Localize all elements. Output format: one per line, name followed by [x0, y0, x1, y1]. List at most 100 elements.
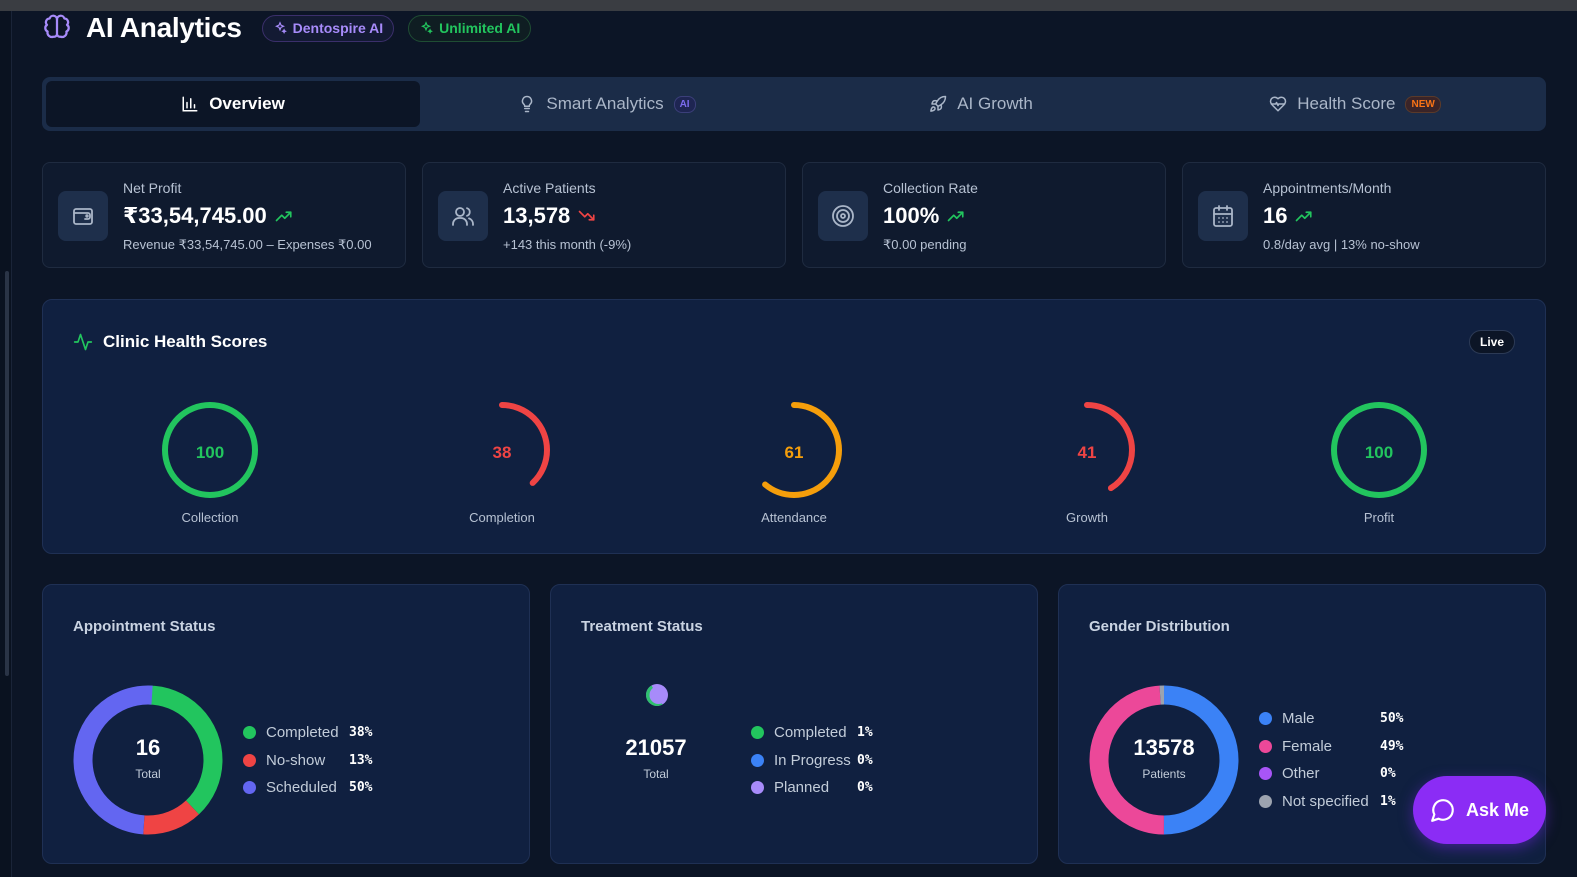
- tab-ai-growth[interactable]: AI Growth: [794, 81, 1168, 127]
- legend-value: 50%: [349, 780, 373, 796]
- gauge-value: 100: [195, 443, 225, 462]
- trend-up-icon: [947, 211, 964, 222]
- donut-caption: Total: [135, 767, 161, 781]
- treatment-status-panel: Treatment Status 21057 Total Completed 1%…: [550, 584, 1038, 864]
- rocket-icon: [930, 95, 947, 112]
- legend-dot: [243, 726, 256, 740]
- trend-down-icon: [578, 210, 595, 221]
- legend-label: Not specified: [1282, 792, 1369, 810]
- kpi-subtext: 0.8/day avg | 13% no-show: [1263, 237, 1420, 252]
- tab-bar: Overview Smart Analytics AI AI Growth He…: [42, 77, 1546, 131]
- legend-label: Male: [1282, 710, 1315, 728]
- kpi-card-appointments-month: Appointments/Month 16 0.8/day avg | 13% …: [1182, 162, 1546, 268]
- ask-me-label: Ask Me: [1465, 799, 1530, 820]
- kpi-label: Active Patients: [503, 180, 596, 196]
- gauge-label: Growth: [1066, 510, 1108, 525]
- panel-title: Gender Distribution: [1089, 618, 1230, 635]
- gauge-arc: [1331, 402, 1427, 498]
- legend-label: Female: [1282, 737, 1333, 755]
- tab-label: Smart Analytics: [546, 94, 664, 113]
- gender-donut: [1089, 685, 1239, 835]
- legend-label: Scheduled: [266, 779, 337, 797]
- kpi-subtext: Revenue ₹33,54,745.00 – Expenses ₹0.00: [123, 237, 372, 252]
- donut-center: 13578 Patients: [1089, 735, 1239, 781]
- gauge-collection: 100 Collection: [150, 400, 270, 530]
- legend-value: 1%: [857, 725, 873, 741]
- legend-dot: [751, 753, 764, 767]
- donut-total: 21057: [625, 735, 687, 760]
- unlimited-ai-label: Unlimited AI: [439, 20, 521, 36]
- lightbulb-icon: [522, 95, 533, 113]
- gauge-arc: [1039, 402, 1135, 498]
- gauge-attendance: 61 Attendance: [734, 400, 854, 530]
- legend: Completed 38% No-show 13% Scheduled 50%: [243, 719, 372, 802]
- tab-health-score[interactable]: Health Score NEW: [1168, 81, 1542, 127]
- gauge-growth: 41 Growth: [1027, 400, 1147, 530]
- legend-label: Other: [1282, 765, 1320, 783]
- tab-label: Overview: [209, 94, 285, 113]
- legend-item: No-show 13%: [243, 747, 372, 775]
- page-title: AI Analytics: [86, 12, 242, 43]
- legend: Completed 1% In Progress 0% Planned 0%: [751, 719, 873, 802]
- kpi-value: 100%: [883, 203, 940, 228]
- gauge-value: 100: [1364, 443, 1394, 462]
- legend-value: 0%: [1380, 766, 1396, 782]
- panel-title: Treatment Status: [581, 618, 703, 635]
- gauge-label: Collection: [181, 510, 239, 525]
- legend-item: Not specified 1%: [1259, 788, 1403, 816]
- brain-icon: [42, 13, 72, 43]
- kpi-subtext: +143 this month (-9%): [503, 237, 632, 252]
- trend-up-icon: [275, 211, 292, 222]
- legend-value: 0%: [857, 752, 873, 768]
- gauge-label: Completion: [469, 510, 535, 525]
- legend-dot: [243, 781, 256, 795]
- legend-dot: [243, 753, 256, 767]
- panel-title: Appointment Status: [73, 618, 216, 635]
- legend-item: Other 0%: [1259, 760, 1403, 788]
- left-rail: [0, 11, 12, 877]
- donut-center: 16 Total: [73, 735, 223, 781]
- dentospire-ai-label: Dentospire AI: [292, 20, 384, 36]
- legend-dot: [1259, 794, 1272, 808]
- window-top-bar: [0, 0, 1577, 11]
- unlimited-ai-badge[interactable]: Unlimited AI: [408, 14, 532, 42]
- tab-overview[interactable]: Overview: [46, 81, 420, 127]
- clinic-health-scores-panel: Clinic Health Scores Live 100 Collection…: [42, 299, 1546, 554]
- legend-dot: [751, 781, 764, 795]
- legend-item: Completed 38%: [243, 719, 372, 747]
- kpi-label: Appointments/Month: [1263, 180, 1392, 196]
- legend-item: Male 50%: [1259, 705, 1403, 733]
- gauge-arc: [454, 402, 550, 498]
- legend-item: Female 49%: [1259, 733, 1403, 761]
- scrollbar[interactable]: [5, 271, 9, 676]
- ai-badge: AI: [673, 95, 696, 113]
- legend-dot: [1259, 767, 1272, 781]
- kpi-label: Net Profit: [123, 180, 182, 196]
- panel-title: Clinic Health Scores: [103, 332, 268, 351]
- ask-me-button[interactable]: Ask Me: [1413, 776, 1546, 844]
- kpi-card-net-profit: Net Profit ₹33,54,745.00 Revenue ₹33,54,…: [42, 162, 406, 268]
- gauge-value: 61: [784, 443, 804, 462]
- legend-dot: [1259, 739, 1272, 753]
- legend-value: 38%: [349, 725, 373, 741]
- appointment-donut: [73, 685, 223, 835]
- live-badge: Live: [1468, 330, 1515, 354]
- gauge-completion: 38 Completion: [442, 400, 562, 530]
- chat-bubble-icon: [1431, 799, 1454, 822]
- legend-label: Planned: [774, 779, 830, 797]
- gauge-value: 41: [1077, 443, 1097, 462]
- tab-smart-analytics[interactable]: Smart Analytics AI: [420, 81, 794, 127]
- donut-segment: [73, 685, 223, 835]
- sparkles-icon: [421, 21, 434, 35]
- legend-label: Completed: [774, 724, 847, 742]
- kpi-label: Collection Rate: [883, 180, 978, 196]
- legend-item: Scheduled 50%: [243, 774, 372, 802]
- kpi-value: ₹33,54,745.00: [123, 203, 267, 228]
- dentospire-ai-badge[interactable]: Dentospire AI: [261, 14, 395, 42]
- legend-label: Completed: [266, 724, 339, 742]
- legend-dot: [751, 726, 764, 740]
- legend: Male 50% Female 49% Other 0% Not specified 1…: [1259, 705, 1403, 815]
- tab-label: AI Growth: [957, 94, 1033, 113]
- gauge-label: Attendance: [761, 510, 827, 525]
- new-badge: NEW: [1405, 95, 1441, 113]
